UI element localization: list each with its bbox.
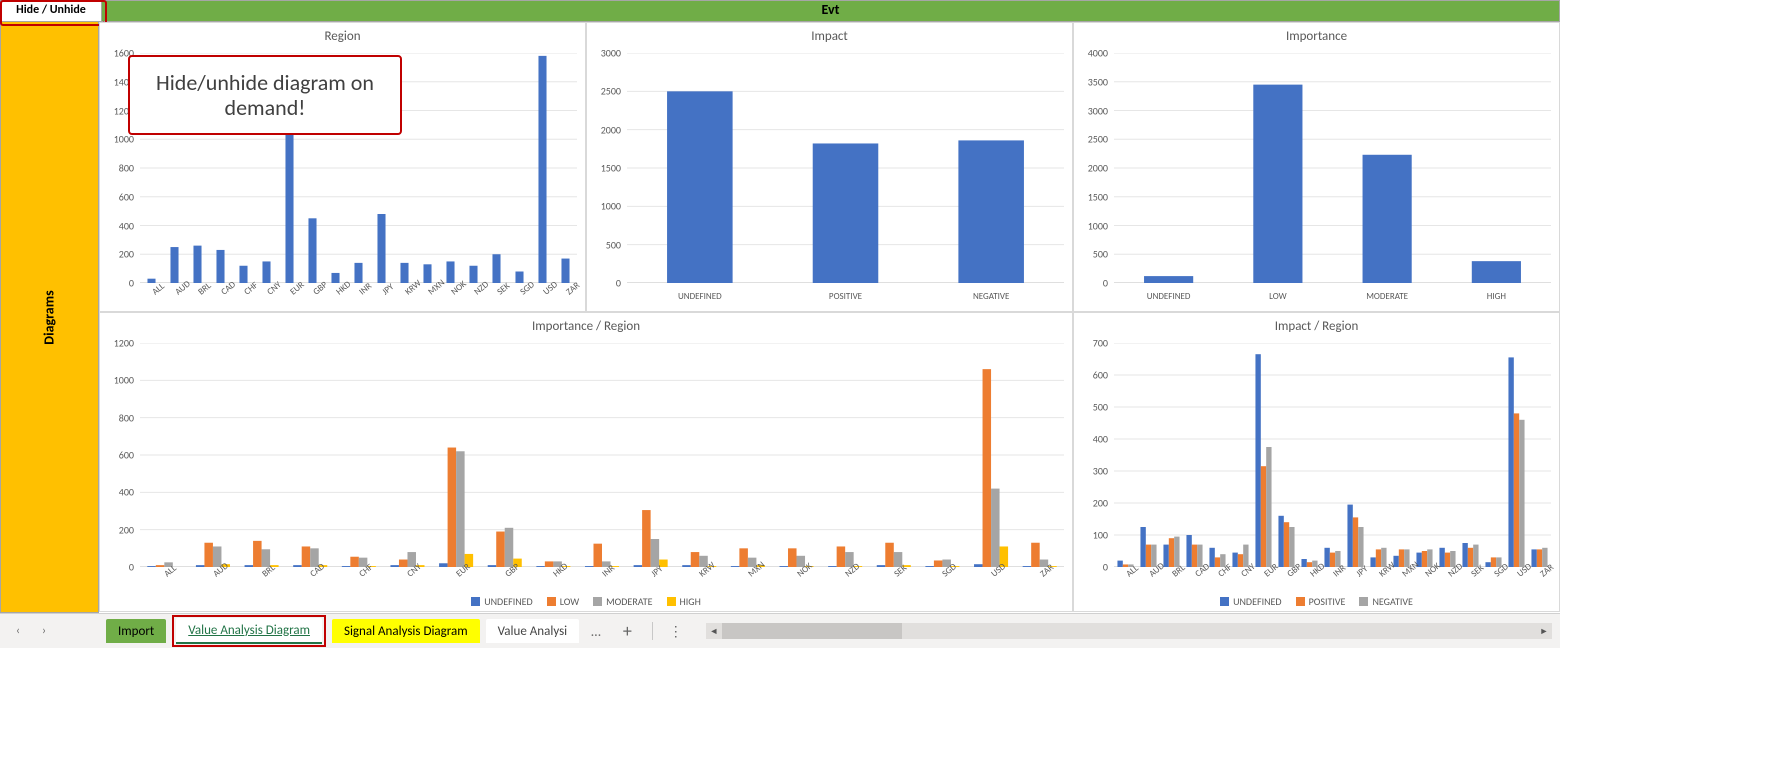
title-bar: Evt — [102, 1, 1559, 21]
chart-title: Region — [100, 23, 585, 47]
scroll-thumb[interactable] — [722, 623, 902, 639]
header-row: Hide / Unhide Evt — [0, 0, 1560, 22]
side-label-text: Diagrams — [41, 290, 58, 344]
y-axis: 020040060080010001200 — [100, 343, 138, 567]
tab-import[interactable]: Import — [106, 619, 166, 643]
chart-importance: Importance 05001000150020002500300035004… — [1073, 22, 1560, 312]
x-axis: UNDEFINEDLOWMODERATEHIGH — [1114, 285, 1551, 311]
plot-area — [1114, 343, 1551, 567]
side-label-diagrams: Diagrams — [1, 22, 99, 613]
y-axis: 05001000150020002500300035004000 — [1074, 53, 1112, 283]
chart-impact-region: Impact / Region 0100200300400500600700 A… — [1073, 312, 1560, 612]
hide-unhide-button[interactable]: Hide / Unhide — [1, 1, 102, 21]
x-axis: UNDEFINEDPOSITIVENEGATIVE — [627, 285, 1064, 311]
x-axis: ALLAUDBRLCADCHFCNYEURGBPHKDINRJPYKRWMXNN… — [140, 567, 1064, 593]
plot-area — [140, 343, 1064, 567]
tab-nav-prev[interactable]: ‹ — [8, 621, 28, 641]
y-axis: 0100200300400500600700 — [1074, 343, 1112, 567]
separator — [652, 622, 653, 640]
chart-title: Importance / Region — [100, 313, 1072, 337]
chart-importance-region: Importance / Region 02004006008001000120… — [99, 312, 1073, 612]
x-axis: ALLAUDBRLCADCHFCNYEURGBPHKDINRJPYKRWMXNN… — [140, 285, 577, 311]
horizontal-scrollbar[interactable]: ◄ ► — [706, 623, 1552, 639]
plot-area — [627, 53, 1064, 283]
sheet-tab-bar: ‹ › Import Value Analysis Diagram Signal… — [0, 613, 1560, 648]
active-tab-highlight: Value Analysis Diagram — [172, 615, 326, 647]
y-axis: 050010001500200025003000 — [587, 53, 625, 283]
chart-title: Impact — [587, 23, 1072, 47]
legend: UNDEFINEDLOWMODERATEHIGH — [100, 593, 1072, 609]
add-sheet-button[interactable]: + — [613, 620, 642, 642]
plot-area — [1114, 53, 1551, 283]
tab-menu-button[interactable]: ⋮ — [663, 623, 688, 640]
chart-impact: Impact 050010001500200025003000 UNDEFINE… — [586, 22, 1073, 312]
callout-annotation: Hide/unhide diagram on demand! — [128, 55, 402, 135]
chart-title: Impact / Region — [1074, 313, 1559, 337]
tab-value-analysis-2[interactable]: Value Analysi — [486, 619, 580, 643]
tab-value-analysis-diagram[interactable]: Value Analysis Diagram — [176, 618, 322, 644]
chart-title: Importance — [1074, 23, 1559, 47]
legend: UNDEFINEDPOSITIVENEGATIVE — [1074, 593, 1559, 609]
tab-overflow-button[interactable]: … — [585, 623, 607, 640]
tab-signal-analysis-diagram[interactable]: Signal Analysis Diagram — [332, 619, 480, 643]
scroll-left-button[interactable]: ◄ — [706, 623, 722, 639]
tab-nav-next[interactable]: › — [34, 621, 54, 641]
scroll-track[interactable] — [722, 623, 1536, 639]
x-axis: ALLAUDBRLCADCHFCNYEURGBPHKDINRJPYKRWMXNN… — [1114, 567, 1551, 593]
scroll-right-button[interactable]: ► — [1536, 623, 1552, 639]
